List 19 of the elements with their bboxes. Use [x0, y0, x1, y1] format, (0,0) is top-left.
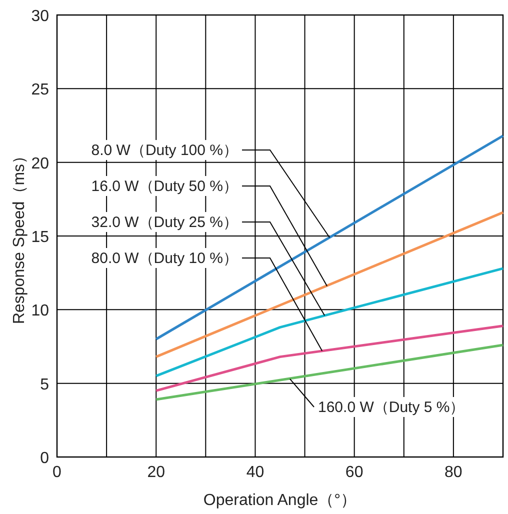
- x-tick-label: 40: [246, 464, 264, 481]
- x-tick-label: 60: [345, 464, 364, 481]
- annotation: 8.0 W（Duty 100 %）: [91, 142, 238, 159]
- y-tick-label: 5: [40, 376, 50, 394]
- x-tick-label: 80: [444, 464, 462, 481]
- y-tick-label: 15: [31, 229, 50, 246]
- x-tick-label: 0: [52, 464, 62, 481]
- x-axis-title: Operation Angle（°）: [203, 492, 357, 509]
- annotation: 80.0 W（Duty 10 %）: [91, 250, 238, 267]
- annotation: 32.0 W（Duty 25 %）: [91, 214, 238, 231]
- annotation: 16.0 W（Duty 50 %）: [91, 178, 238, 195]
- y-tick-label: 10: [31, 302, 50, 320]
- y-tick-label: 30: [31, 8, 50, 25]
- y-axis-title: Response Speed（ms）: [11, 148, 28, 324]
- y-tick-label: 0: [40, 450, 50, 467]
- y-tick-label: 25: [31, 82, 50, 99]
- x-tick-label: 20: [147, 464, 166, 481]
- annotation: 160.0 W（Duty 5 %）: [318, 399, 465, 416]
- y-tick-label: 20: [31, 155, 50, 172]
